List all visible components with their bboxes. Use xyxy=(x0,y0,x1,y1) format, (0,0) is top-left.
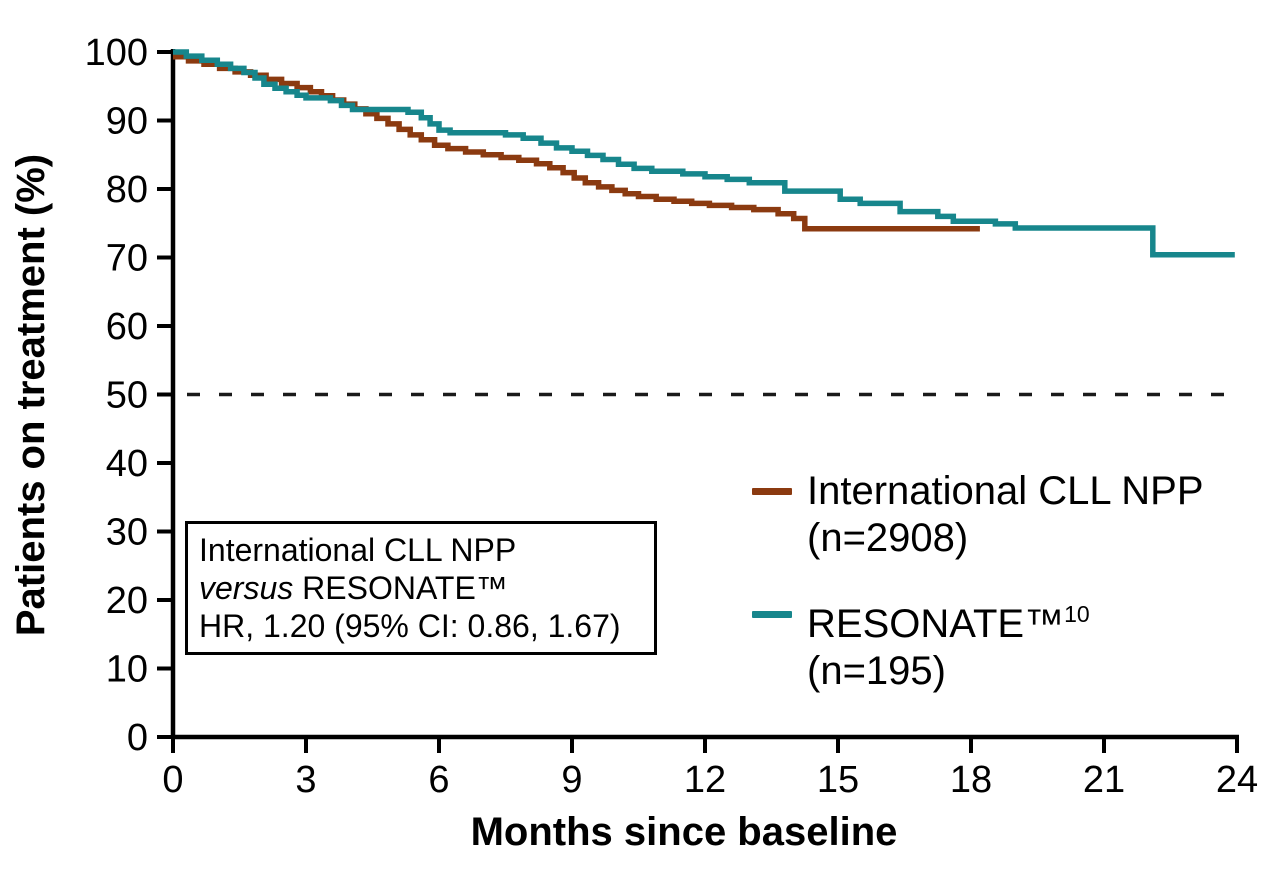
x-tick-label: 12 xyxy=(684,759,726,801)
hr-annotation-versus: versus xyxy=(199,570,294,606)
legend-label-npp: International CLL NPP xyxy=(807,469,1204,513)
hr-annotation-line-3: HR, 1.20 (95% CI: 0.86, 1.67) xyxy=(199,608,621,644)
x-tick-label: 3 xyxy=(295,759,316,801)
legend: International CLL NPP (n=2908) RESONATE™… xyxy=(752,468,1204,724)
legend-n-resonate: (n=195) xyxy=(807,649,946,693)
y-tick-label: 50 xyxy=(106,375,148,417)
x-tick-label: 6 xyxy=(428,759,449,801)
legend-swatch-resonate xyxy=(752,611,792,618)
hr-annotation-box: International CLL NPP versus RESONATE™ H… xyxy=(185,521,657,655)
y-tick-label: 20 xyxy=(106,580,148,622)
hr-annotation-line-2: versus RESONATE™ xyxy=(199,569,643,607)
y-tick-label: 30 xyxy=(106,512,148,554)
y-tick-label: 80 xyxy=(106,169,148,211)
hr-annotation-line-1: International CLL NPP xyxy=(199,532,517,568)
y-axis-title: Patients on treatment (%) xyxy=(9,153,53,637)
x-tick-label: 24 xyxy=(1216,759,1258,801)
hr-annotation-comparator: RESONATE™ xyxy=(293,570,508,606)
x-tick-label: 9 xyxy=(561,759,582,801)
legend-entry-npp: International CLL NPP (n=2908) xyxy=(752,468,1204,562)
y-tick-label: 40 xyxy=(106,443,148,485)
x-tick-label: 0 xyxy=(162,759,183,801)
x-axis-title: Months since baseline xyxy=(470,810,898,854)
series-path-1 xyxy=(173,49,1235,258)
y-tick-label: 10 xyxy=(106,649,148,691)
y-tick-label: 60 xyxy=(106,306,148,348)
legend-n-npp: (n=2908) xyxy=(807,516,969,560)
y-tick-label: 90 xyxy=(106,101,148,143)
y-tick-label: 70 xyxy=(106,238,148,280)
x-tick-label: 15 xyxy=(817,759,859,801)
legend-citation-superscript: 10 xyxy=(1064,601,1090,627)
legend-entry-resonate: RESONATE™10 (n=195) xyxy=(752,591,1204,695)
x-tick-label: 18 xyxy=(950,759,992,801)
x-tick-label: 21 xyxy=(1083,759,1125,801)
y-tick-label: 0 xyxy=(127,717,148,759)
y-tick-label: 100 xyxy=(85,32,148,74)
legend-label-resonate: RESONATE™ xyxy=(807,602,1065,646)
series-path-0 xyxy=(173,54,980,232)
legend-swatch-npp xyxy=(752,488,792,495)
